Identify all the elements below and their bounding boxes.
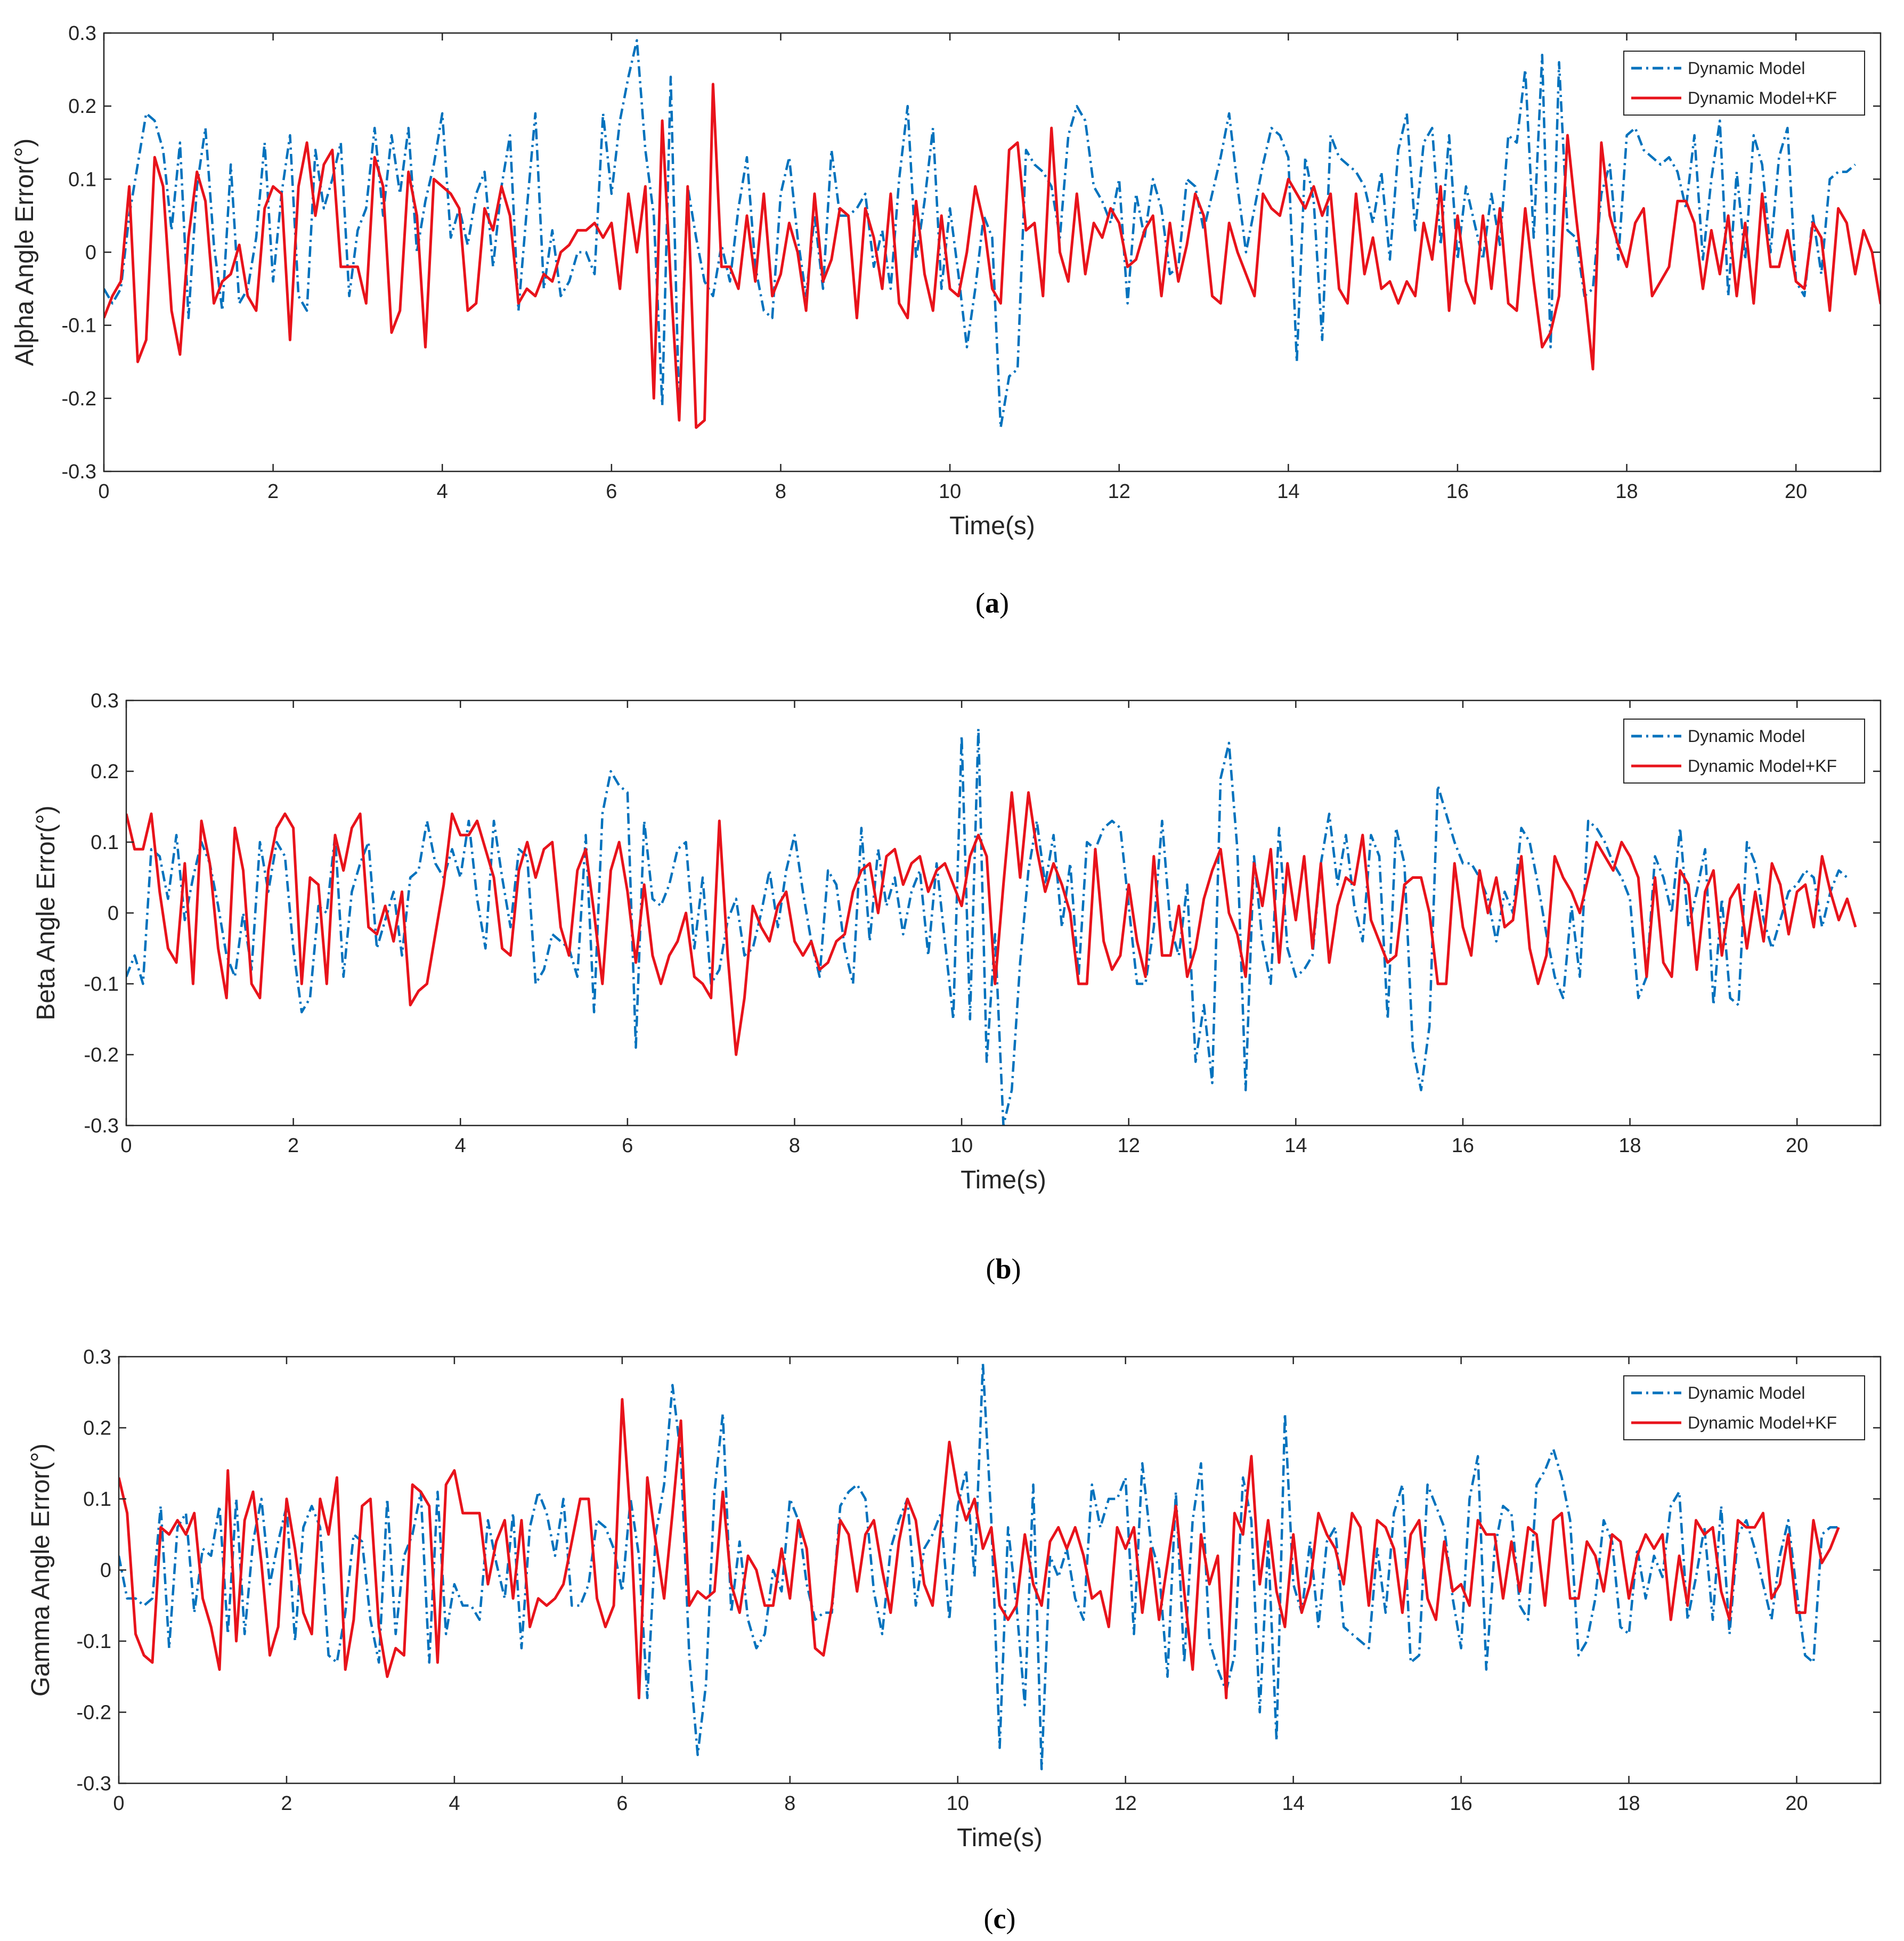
y-tick-label: 0.2 [83,1417,111,1440]
legend-box [1623,719,1865,784]
x-tick-label: 14 [1282,1792,1305,1815]
y-tick-label: 0 [85,242,96,264]
x-tick-label: 10 [950,1135,973,1157]
x-tick-label: 4 [449,1792,460,1815]
series-line-dynamic-model-kf [104,83,1881,429]
plot-area [119,1357,1881,1783]
caption-open-paren: ( [975,587,985,619]
y-tick-label: 0.1 [83,1488,111,1511]
legend-label-dynamic-model: Dynamic Model [1688,727,1805,746]
caption-open-paren: ( [986,1253,995,1285]
legend-label-dynamic-model: Dynamic Model [1688,1383,1805,1402]
plot-area [126,700,1881,1126]
legend-box [1623,1375,1865,1440]
series-line-dynamic-model-kf [126,791,1857,1056]
x-tick-label: 8 [789,1135,800,1157]
x-tick-label: 18 [1615,480,1638,503]
chart-panel-c: 0 2 4 6 8 10 12 14 16 18 20 -0.3 -0.2 -0.1 0 0.1 0.2 0.3 T… [27,1346,1882,1935]
y-tick-label: 0.1 [68,168,96,191]
caption-letter: a [985,587,999,619]
panel-caption: (c) [984,1903,1016,1935]
series-line-dynamic-model [126,727,1848,1126]
y-tick-label: -0.2 [62,388,96,410]
series-line-dynamic-model [104,39,1856,429]
panel-caption: (a) [975,587,1009,619]
x-tick-label: 20 [1785,1792,1808,1815]
y-tick-label: 0.3 [91,690,119,712]
y-tick-label: -0.2 [84,1044,119,1066]
y-tick-label: -0.3 [62,461,96,483]
chart-panel-b: 0 2 4 6 8 10 12 14 16 18 20 -0.3 -0.2 -0.1 0 0.1 0.2 0.3 T… [32,690,1882,1285]
series-line-dynamic-model-kf [119,1398,1840,1700]
series-line-dynamic-model [119,1363,1839,1771]
x-axis-label: Time(s) [961,1166,1046,1194]
y-tick-label: -0.1 [77,1630,111,1653]
y-tick-label: 0 [100,1560,111,1582]
legend-label-dynamic-model-kf: Dynamic Model+KF [1688,756,1837,776]
y-axis-label: Gamma Angle Error(°) [27,1443,55,1697]
y-tick-label: -0.3 [84,1115,119,1137]
x-tick-label: 14 [1277,480,1299,503]
y-tick-label: 0.1 [91,831,119,854]
x-axis-label: Time(s) [957,1824,1043,1852]
x-tick-label: 2 [267,480,279,503]
x-tick-label: 10 [947,1792,969,1815]
y-tick-label: 0.2 [68,95,96,118]
y-tick-label: -0.3 [77,1773,111,1795]
chart-panel-a: 0 2 4 6 8 10 12 14 16 18 20 -0.3 -0.2 -0.1 0 0.1 0.2 0.3 T… [11,22,1882,619]
legend: Dynamic Model Dynamic Model+KF [1623,1375,1865,1440]
x-tick-label: 14 [1284,1135,1307,1157]
x-tick-label: 20 [1785,480,1807,503]
x-tick-label: 16 [1450,1792,1472,1815]
legend-label-dynamic-model: Dynamic Model [1688,59,1805,78]
x-tick-label: 8 [784,1792,795,1815]
caption-letter: c [994,1903,1006,1935]
caption-close-paren: ) [1012,1253,1021,1285]
caption-open-paren: ( [984,1903,994,1935]
x-tick-label: 2 [281,1792,292,1815]
legend-label-dynamic-model-kf: Dynamic Model+KF [1688,88,1837,108]
panel-caption: (b) [986,1253,1021,1285]
x-tick-label: 4 [455,1135,466,1157]
caption-close-paren: ) [1006,1903,1015,1935]
x-tick-label: 12 [1108,480,1130,503]
y-tick-label: -0.1 [84,973,119,996]
x-tick-label: 8 [775,480,786,503]
x-tick-label: 2 [288,1135,299,1157]
caption-close-paren: ) [999,587,1009,619]
x-tick-label: 6 [606,480,617,503]
x-tick-label: 10 [939,480,961,503]
x-tick-label: 18 [1617,1792,1640,1815]
x-tick-label: 0 [113,1792,124,1815]
x-tick-label: 0 [98,480,109,503]
x-tick-label: 4 [437,480,448,503]
x-tick-label: 18 [1618,1135,1641,1157]
y-axis-label: Alpha Angle Error(°) [11,138,39,366]
y-tick-label: 0 [108,902,119,925]
x-tick-label: 16 [1452,1135,1474,1157]
y-tick-label: 0.3 [68,22,96,45]
x-tick-label: 16 [1446,480,1469,503]
legend-box [1623,51,1865,116]
x-tick-label: 12 [1118,1135,1140,1157]
legend-label-dynamic-model-kf: Dynamic Model+KF [1688,1413,1837,1432]
y-tick-label: 0.2 [91,761,119,783]
x-tick-label: 6 [616,1792,628,1815]
x-axis-label: Time(s) [949,512,1035,540]
y-tick-label: -0.1 [62,315,96,337]
legend: Dynamic Model Dynamic Model+KF [1623,51,1865,116]
x-tick-label: 0 [120,1135,132,1157]
y-axis-label: Beta Angle Error(°) [32,805,60,1020]
caption-letter: b [995,1253,1011,1285]
x-tick-label: 6 [622,1135,633,1157]
y-tick-label: 0.3 [83,1346,111,1368]
y-tick-label: -0.2 [77,1702,111,1724]
legend: Dynamic Model Dynamic Model+KF [1623,719,1865,784]
x-tick-label: 12 [1114,1792,1137,1815]
x-tick-label: 20 [1786,1135,1808,1157]
